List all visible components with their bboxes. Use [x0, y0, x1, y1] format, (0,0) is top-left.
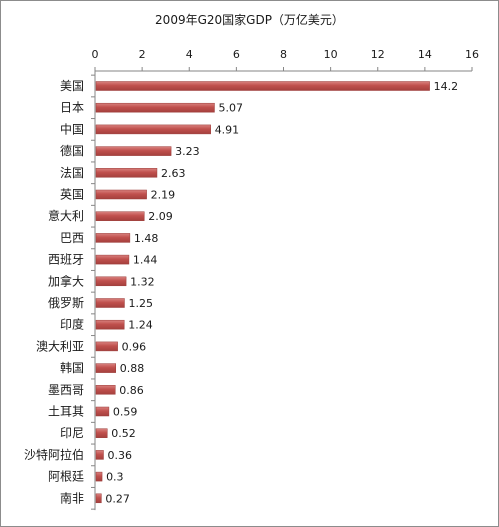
data-label: 0.86	[119, 384, 144, 397]
bar	[95, 102, 215, 113]
data-label: 2.63	[161, 167, 186, 180]
bar	[95, 493, 102, 504]
category-label: 中国	[60, 121, 84, 136]
category-label: 墨西哥	[48, 383, 84, 397]
data-label: 14.2	[434, 80, 459, 93]
x-tick-label: 2	[139, 48, 146, 61]
bar	[95, 189, 147, 200]
category-label: 阿根廷	[48, 470, 84, 484]
data-label: 5.07	[218, 102, 243, 115]
data-label: 4.91	[215, 123, 240, 136]
category-label: 俄罗斯	[48, 296, 84, 310]
category-label: 南非	[60, 490, 84, 505]
data-label: 0.52	[111, 427, 136, 440]
x-tick-label: 10	[324, 48, 338, 61]
bar	[95, 81, 430, 91]
category-label: 沙特阿拉伯	[24, 447, 84, 462]
data-label: 0.36	[107, 449, 132, 462]
data-label: 1.48	[134, 232, 159, 245]
data-label: 1.44	[133, 254, 158, 267]
data-label: 2.19	[151, 189, 176, 202]
data-label: 0.96	[122, 340, 146, 353]
x-tick-label: 8	[280, 48, 287, 61]
bar	[95, 341, 118, 352]
category-label: 印尼	[60, 426, 84, 440]
data-label: 2.09	[148, 210, 173, 223]
x-tick-label: 6	[233, 48, 240, 61]
chart-title: 2009年G20国家GDP（万亿美元）	[155, 13, 344, 27]
bar	[95, 385, 116, 395]
bar	[95, 428, 108, 438]
data-label: 0.59	[113, 406, 138, 419]
category-label: 澳大利亚	[36, 339, 84, 353]
bar	[95, 211, 145, 221]
category-label: 西班牙	[48, 253, 84, 267]
bar	[95, 168, 158, 178]
bar	[95, 233, 131, 243]
category-label: 韩国	[60, 360, 84, 375]
x-tick-label: 4	[186, 48, 193, 61]
data-label: 1.24	[128, 319, 153, 332]
bar	[95, 146, 172, 156]
category-label: 意大利	[48, 208, 84, 223]
data-label: 0.27	[105, 492, 130, 505]
category-label: 德国	[60, 143, 84, 158]
bar	[95, 406, 110, 417]
category-label: 日本	[60, 101, 84, 115]
bar	[95, 450, 104, 460]
category-label: 加拿大	[48, 273, 84, 288]
bar	[95, 298, 125, 308]
data-label: 0.3	[106, 471, 124, 484]
category-label: 英国	[60, 188, 84, 202]
category-label: 土耳其	[48, 405, 84, 419]
bar	[95, 363, 116, 373]
bar	[95, 124, 211, 135]
category-label: 印度	[60, 317, 84, 332]
x-tick-label: 12	[371, 48, 385, 61]
bar	[95, 471, 103, 482]
data-label: 1.32	[130, 275, 155, 288]
data-label: 3.23	[175, 145, 200, 158]
x-tick-label: 0	[92, 48, 99, 61]
data-label: 1.25	[128, 297, 153, 310]
bar	[95, 276, 127, 287]
bar	[95, 319, 125, 330]
category-label: 巴西	[60, 231, 84, 245]
x-tick-label: 14	[418, 48, 432, 61]
data-label: 0.88	[120, 362, 145, 375]
category-label: 美国	[60, 79, 84, 93]
category-label: 法国	[60, 166, 84, 180]
bar	[95, 254, 130, 265]
x-tick-label: 16	[465, 48, 479, 61]
